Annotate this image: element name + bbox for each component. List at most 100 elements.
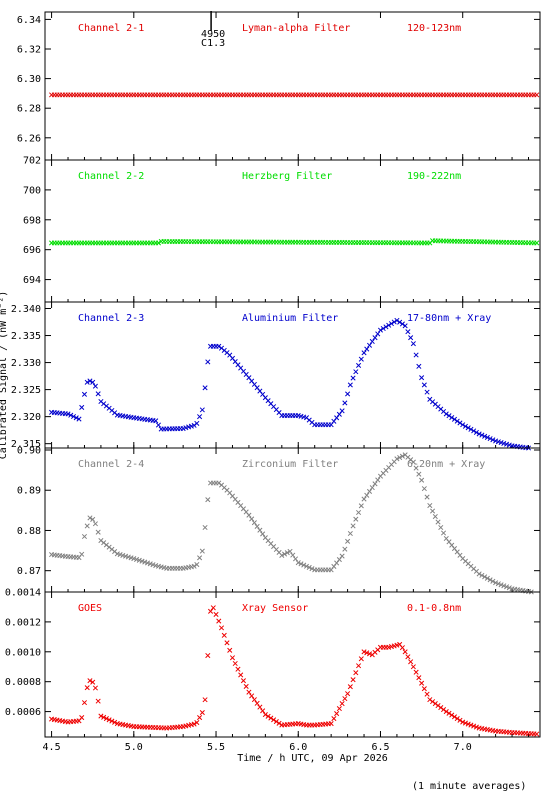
data-point [246, 512, 252, 518]
data-point [430, 699, 436, 705]
data-point [479, 572, 485, 578]
data-point [421, 486, 427, 492]
data-point [90, 516, 96, 523]
y-tick-label: 698 [23, 215, 41, 226]
data-point [303, 563, 310, 569]
data-point [471, 428, 477, 434]
data-point [493, 580, 499, 586]
y-tick-label: 6.32 [17, 45, 41, 56]
y-tick-label: 0.0008 [5, 677, 41, 688]
data-point [298, 561, 304, 567]
data-point [430, 508, 436, 514]
data-point [287, 548, 293, 554]
data-point [199, 548, 205, 554]
x-tick-label: 5.0 [125, 742, 143, 753]
data-point [79, 404, 85, 410]
y-tick-label: 0.89 [17, 486, 41, 497]
data-point [424, 389, 430, 395]
data-point [194, 719, 200, 726]
data-point [484, 575, 490, 581]
data-point [328, 720, 334, 727]
data-point [345, 391, 351, 397]
data-point [482, 433, 488, 439]
data-point [92, 383, 98, 389]
y-tick-label: 700 [23, 185, 41, 196]
y-tick-label: 2.330 [11, 358, 41, 369]
data-point [353, 516, 359, 522]
y-tick-label: 696 [23, 245, 41, 256]
data-point [358, 503, 364, 509]
data-point [366, 488, 373, 494]
data-point [251, 520, 257, 526]
data-point [377, 327, 384, 333]
series-1 [49, 92, 540, 98]
data-point [394, 317, 400, 323]
data-point [465, 721, 471, 727]
data-point [306, 564, 312, 571]
data-point [109, 718, 115, 724]
data-point [194, 561, 200, 568]
data-point [449, 712, 455, 718]
y-tick-label: 2.315 [11, 439, 41, 450]
data-point [309, 566, 315, 572]
data-point [416, 675, 422, 681]
data-point [399, 321, 405, 327]
data-point [438, 524, 444, 531]
data-point [334, 711, 340, 717]
data-point [424, 494, 430, 500]
data-point [454, 418, 460, 424]
data-point [391, 319, 397, 325]
data-point [405, 329, 411, 335]
data-point [334, 560, 340, 566]
data-point [454, 716, 460, 722]
event-annotation: C1.3 [201, 38, 225, 49]
data-point [468, 722, 474, 728]
panel-band-label: 190-222nm [407, 171, 461, 182]
data-point [273, 718, 279, 725]
data-point [366, 651, 373, 657]
data-point [197, 715, 203, 721]
data-point [465, 425, 471, 431]
data-point [84, 685, 90, 691]
x-tick-label: 7.0 [454, 742, 472, 753]
data-point [405, 654, 411, 660]
data-point [92, 685, 98, 691]
data-point [397, 454, 403, 461]
data-point [95, 391, 101, 397]
y-axis-title: Calibrated Signal / (nW m⁻²) [0, 291, 9, 460]
data-point [443, 709, 449, 715]
data-point [438, 705, 444, 711]
data-point [427, 697, 433, 703]
data-point [199, 710, 205, 716]
data-point [257, 527, 263, 533]
data-point [449, 414, 455, 421]
data-point [191, 563, 197, 569]
data-point [213, 611, 219, 617]
data-point [101, 714, 107, 720]
data-point [339, 701, 345, 707]
data-point [205, 652, 211, 659]
data-point [271, 717, 277, 723]
data-point [421, 686, 427, 692]
data-point [413, 669, 419, 675]
data-point [194, 420, 200, 426]
data-point [402, 649, 408, 655]
data-point [451, 416, 458, 422]
data-point [534, 92, 540, 98]
panel-channel-label: Channel 2-2 [78, 171, 144, 182]
panel-frame-1 [44, 11, 541, 161]
panel-filter-label: Xray Sensor [242, 603, 308, 614]
data-point [106, 717, 112, 723]
data-point [328, 422, 334, 428]
data-point [506, 585, 512, 591]
data-point [238, 672, 244, 678]
x-tick-label: 6.0 [289, 742, 307, 753]
data-point [416, 471, 422, 477]
data-point [421, 382, 427, 388]
data-point [290, 552, 296, 558]
data-point [361, 649, 367, 655]
x-tick-label: 4.5 [43, 742, 61, 753]
data-point [402, 323, 408, 329]
data-point [410, 341, 416, 347]
data-point [331, 418, 337, 424]
